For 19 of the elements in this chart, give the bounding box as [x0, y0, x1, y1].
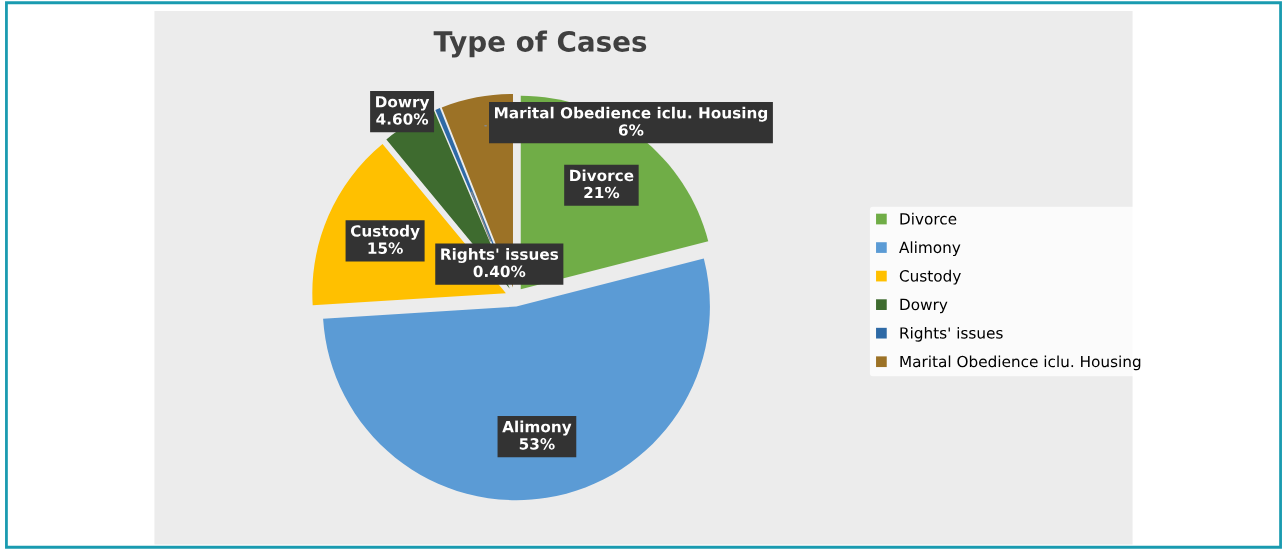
data-label: 4.60% [376, 113, 429, 125]
slice-label: Marital Obedience iclu. Housing [495, 106, 768, 122]
legend-label: Divorce [900, 212, 957, 225]
data-label: 15% [368, 242, 403, 254]
data-label: 0.40% [473, 265, 526, 278]
slice-label: Custody [350, 224, 420, 240]
data-label: 53% [519, 438, 555, 450]
slice-label: Alimony [502, 420, 572, 436]
legend-label: Rights' issues [900, 326, 1003, 342]
legend-label: Custody [899, 269, 961, 285]
data-label: 21% [584, 186, 620, 199]
legend-label: Marital Obedience iclu. Housing [900, 355, 1141, 371]
data-label: 6% [618, 124, 644, 136]
legend-label: Alimony [899, 241, 961, 257]
slice-label: Dowry [376, 96, 430, 111]
legend-label: Dowry [900, 298, 948, 314]
chart-title: Type of Cases [433, 30, 647, 58]
slice-label: Divorce [570, 169, 634, 182]
slice-label: Rights' issues [441, 248, 559, 263]
